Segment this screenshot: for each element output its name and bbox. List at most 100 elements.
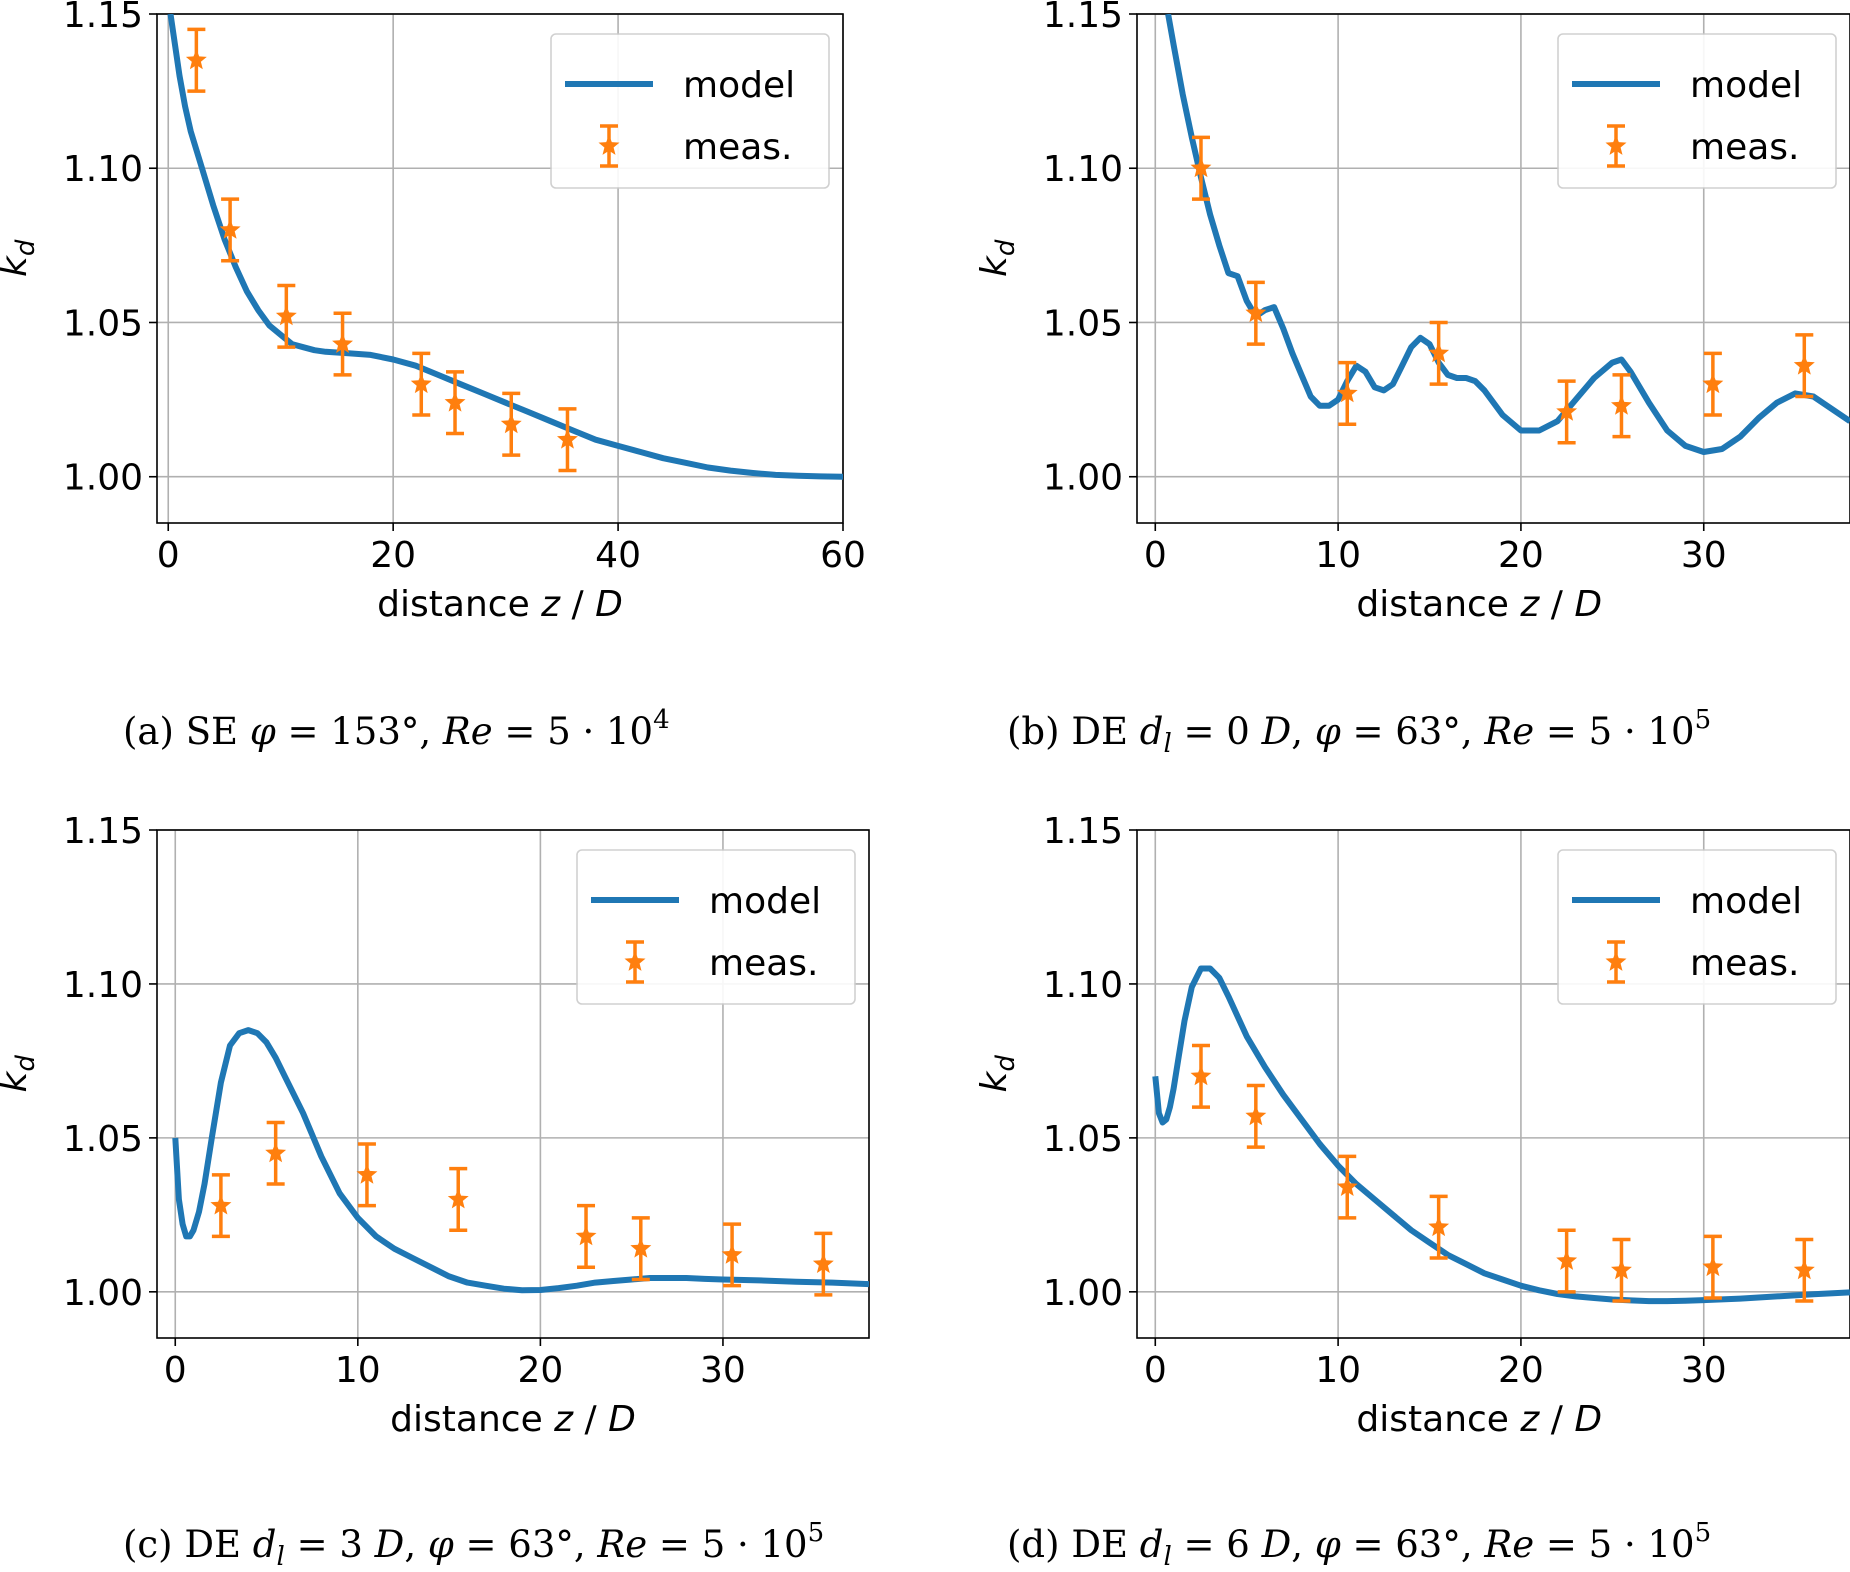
star-marker xyxy=(1556,1250,1578,1270)
measurement-point xyxy=(210,1173,232,1239)
legend: model meas. xyxy=(550,33,830,189)
y-tick-label: 1.05 xyxy=(63,1119,143,1160)
chart-panel-c: 0 10 20 30 1.00 1.05 1.10 1.15 distance z / D kd m… xyxy=(0,811,870,1572)
model-line xyxy=(1165,14,1850,455)
star-marker xyxy=(210,1194,232,1215)
star-marker xyxy=(1702,373,1724,394)
measurement-point xyxy=(1556,379,1578,445)
legend-model-label: model xyxy=(1690,881,1802,922)
x-tick-label: 0 xyxy=(1144,535,1167,576)
measurement-point xyxy=(557,407,578,473)
y-tick-label: 1.00 xyxy=(1043,1273,1123,1314)
measurement-point xyxy=(444,370,466,436)
y-tick-label: 1.15 xyxy=(63,811,143,852)
legend: model meas. xyxy=(1557,849,1837,1005)
y-tick-label: 1.00 xyxy=(63,458,143,499)
star-marker xyxy=(721,1243,743,1264)
measurement-point xyxy=(1428,320,1450,386)
x-tick-label: 20 xyxy=(370,535,416,576)
plot-area xyxy=(172,1027,869,1297)
measurement-point xyxy=(1611,1237,1632,1303)
x-tick-label: 10 xyxy=(1315,1350,1361,1391)
measurement-point xyxy=(1336,1154,1358,1220)
x-axis-label: distance z / D xyxy=(377,584,623,625)
legend-frame xyxy=(576,849,856,1005)
star-marker xyxy=(275,305,297,326)
y-tick-label: 1.05 xyxy=(1043,303,1123,344)
y-tick-label: 1.00 xyxy=(1043,458,1123,499)
measurement-point xyxy=(219,197,241,263)
star-marker xyxy=(1793,354,1815,375)
y-tick-label: 1.00 xyxy=(63,1273,143,1314)
y-axis-label: kd xyxy=(0,1055,41,1093)
x-tick-label: 20 xyxy=(517,1350,563,1391)
measurement-point xyxy=(1702,351,1724,417)
x-tick-label: 10 xyxy=(335,1350,381,1391)
measurement-point xyxy=(1611,373,1632,439)
star-marker xyxy=(1245,302,1267,323)
star-marker xyxy=(219,218,241,239)
star-marker xyxy=(444,391,466,412)
x-tick-label: 40 xyxy=(595,535,641,576)
plot-area xyxy=(1165,14,1850,455)
measurement-point xyxy=(721,1222,743,1288)
star-marker xyxy=(630,1237,652,1258)
legend: model meas. xyxy=(1557,33,1837,189)
x-tick-label: 30 xyxy=(1681,1350,1727,1391)
measurement-point xyxy=(1428,1194,1450,1260)
star-marker xyxy=(1190,1065,1212,1086)
y-tick-label: 1.15 xyxy=(1043,811,1123,852)
star-marker xyxy=(1336,382,1358,403)
model-line xyxy=(167,14,843,480)
plot-area xyxy=(1152,965,1850,1305)
legend-meas-label: meas. xyxy=(709,943,818,984)
x-tick-label: 10 xyxy=(1315,535,1361,576)
y-axis-label: kd xyxy=(0,239,41,277)
measurement-point xyxy=(1190,1043,1212,1109)
y-tick-label: 1.10 xyxy=(1043,149,1123,190)
star-marker xyxy=(812,1253,834,1273)
measurement-point xyxy=(275,283,297,349)
x-axis-label: distance z / D xyxy=(390,1399,636,1440)
y-tick-label: 1.10 xyxy=(63,965,143,1006)
legend-model-label: model xyxy=(683,65,795,106)
measurement-point xyxy=(1793,1237,1815,1303)
y-axis-label: kd xyxy=(974,239,1021,277)
measurement-point xyxy=(265,1120,287,1186)
star-marker xyxy=(1611,1259,1632,1280)
y-axis-label: kd xyxy=(974,1055,1021,1093)
star-marker xyxy=(1793,1259,1815,1280)
legend-frame xyxy=(550,33,830,189)
model-line xyxy=(1152,965,1850,1305)
measurement-point xyxy=(1702,1234,1724,1300)
star-marker xyxy=(500,413,522,434)
star-marker xyxy=(1611,394,1632,415)
x-axis-label: distance z / D xyxy=(1356,584,1602,625)
star-marker xyxy=(1702,1256,1724,1277)
measurement-point xyxy=(630,1216,652,1282)
star-marker xyxy=(356,1163,378,1184)
measurement-point xyxy=(500,391,522,457)
measurement-point xyxy=(1793,333,1815,399)
measurement-point xyxy=(575,1203,597,1269)
plot-area xyxy=(167,14,843,480)
y-tick-label: 1.15 xyxy=(1043,0,1123,36)
chart-panel-d: 0 10 20 30 1.00 1.05 1.10 1.15 distance z / D kd m… xyxy=(974,811,1850,1572)
y-tick-label: 1.10 xyxy=(63,149,143,190)
star-marker xyxy=(332,333,353,353)
star-marker xyxy=(1190,157,1212,178)
measurement-point xyxy=(185,27,207,93)
legend-frame xyxy=(1557,849,1837,1005)
x-tick-label: 30 xyxy=(1681,535,1727,576)
x-tick-label: 20 xyxy=(1498,1350,1544,1391)
measurement-point xyxy=(812,1231,834,1297)
axes-frame xyxy=(156,829,870,1339)
measurement-point xyxy=(447,1166,469,1232)
measurement-point xyxy=(1245,280,1267,346)
legend-meas-marker xyxy=(624,951,646,971)
star-marker xyxy=(265,1142,287,1163)
y-tick-label: 1.10 xyxy=(1043,965,1123,1006)
panel-caption: (a) SE φ = 153°, Re = 5 · 104 xyxy=(123,705,670,753)
star-marker xyxy=(185,49,207,70)
